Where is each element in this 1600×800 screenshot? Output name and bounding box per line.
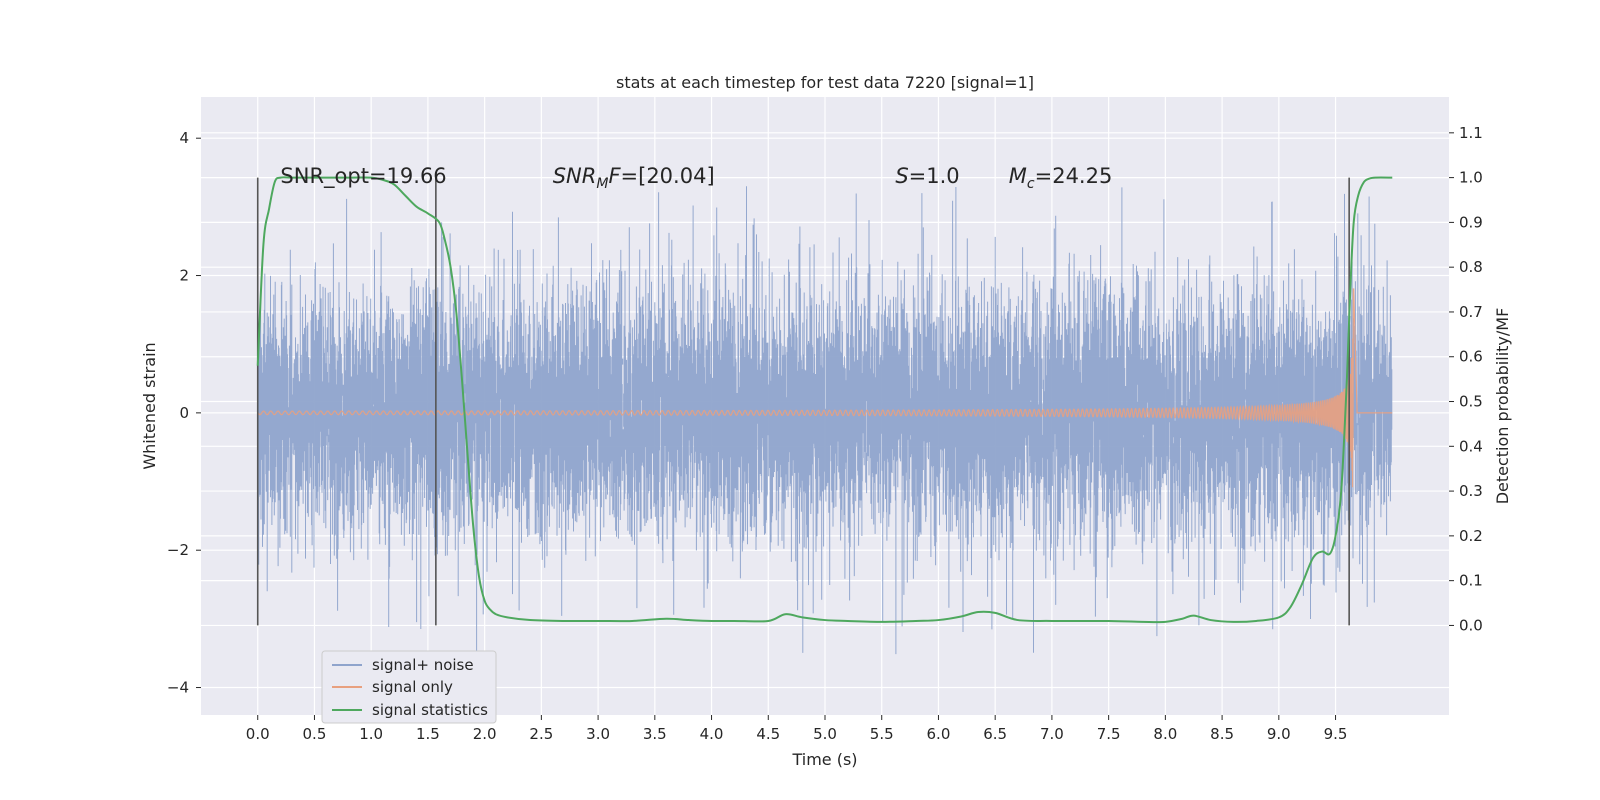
x-tick-label: 0.5 <box>303 725 327 743</box>
y-left-axis-ticks: 4 2 0 −2 −4 <box>167 129 201 697</box>
x-tick-label: 4.5 <box>756 725 780 743</box>
x-tick-label: 2.0 <box>473 725 497 743</box>
x-tick-label: 3.0 <box>586 725 610 743</box>
annotations: SNR_opt=19.66 SNRMF=[20.04] S=1.0 Mc=24.25 <box>280 164 1112 192</box>
y-right-tick-label: 0.3 <box>1459 482 1483 500</box>
annotation-text: SNR_opt=19.66 <box>280 164 446 189</box>
annotation-text: SNRMF=[20.04] <box>553 164 715 192</box>
chart-title: stats at each timestep for test data 722… <box>616 73 1034 92</box>
y-right-tick-label: 0.9 <box>1459 213 1483 231</box>
y-right-tick-label: 0.8 <box>1459 258 1483 276</box>
x-tick-label: 5.5 <box>870 725 894 743</box>
x-tick-label: 4.0 <box>700 725 724 743</box>
y-right-tick-label: 0.7 <box>1459 303 1483 321</box>
x-tick-label: 7.0 <box>1040 725 1064 743</box>
x-tick-label: 2.5 <box>529 725 553 743</box>
x-tick-label: 9.0 <box>1267 725 1291 743</box>
x-tick-label: 8.5 <box>1210 725 1234 743</box>
legend: signal+ noise signal only signal statist… <box>321 650 497 724</box>
x-tick-label: 6.5 <box>983 725 1007 743</box>
series-signal-statistics <box>256 176 1393 624</box>
y-right-axis-title: Detection probability/MF <box>1493 308 1512 505</box>
signal-trace <box>257 288 1393 488</box>
x-axis-title: Time (s) <box>791 750 857 769</box>
y-right-tick-label: 0.4 <box>1459 437 1483 455</box>
y-right-tick-label: 0.1 <box>1459 572 1483 590</box>
vertical-markers <box>256 177 1350 626</box>
y-right-axis-ticks: 1.1 1.0 0.9 0.8 0.7 0.6 0.5 0.4 0.3 0.2 0.1 0.0 <box>1449 124 1483 634</box>
x-tick-label: 6.0 <box>927 725 951 743</box>
series-signal-only <box>257 288 1393 488</box>
x-tick-label: 1.5 <box>416 725 440 743</box>
legend-label-noise: signal+ noise <box>372 656 474 674</box>
y-right-tick-label: 1.0 <box>1459 169 1483 187</box>
stats-trace <box>256 176 1393 624</box>
x-tick-label: 1.0 <box>359 725 383 743</box>
legend-label-signal: signal only <box>372 678 453 696</box>
x-tick-label: 0.0 <box>246 725 270 743</box>
x-axis-ticks: 0.0 0.5 1.0 1.5 2.0 2.5 3.0 3.5 4.0 4.5 5.0 5.5 6.0 6… <box>246 715 1348 743</box>
y-left-tick-label: 2 <box>179 267 189 285</box>
annotation-text: Mc=24.25 <box>1009 164 1113 192</box>
y-right-tick-label: 1.1 <box>1459 124 1483 142</box>
y-left-tick-label: 4 <box>179 129 189 147</box>
y-left-axis-title: Whitened strain <box>140 342 159 469</box>
y-left-tick-label: −4 <box>167 679 189 697</box>
y-right-tick-label: 0.0 <box>1459 616 1483 634</box>
x-tick-label: 9.5 <box>1324 725 1348 743</box>
y-right-tick-label: 0.6 <box>1459 348 1483 366</box>
y-right-tick-label: 0.2 <box>1459 527 1483 545</box>
legend-box <box>321 650 497 724</box>
x-tick-label: 8.0 <box>1153 725 1177 743</box>
legend-label-stats: signal statistics <box>372 701 488 719</box>
y-left-tick-label: 0 <box>179 404 189 422</box>
x-tick-label: 3.5 <box>643 725 667 743</box>
annotation-text: S=1.0 <box>895 164 959 188</box>
y-left-tick-label: −2 <box>167 541 189 559</box>
y-right-tick-label: 0.5 <box>1459 393 1483 411</box>
x-tick-label: 5.0 <box>813 725 837 743</box>
x-tick-label: 7.5 <box>1097 725 1121 743</box>
